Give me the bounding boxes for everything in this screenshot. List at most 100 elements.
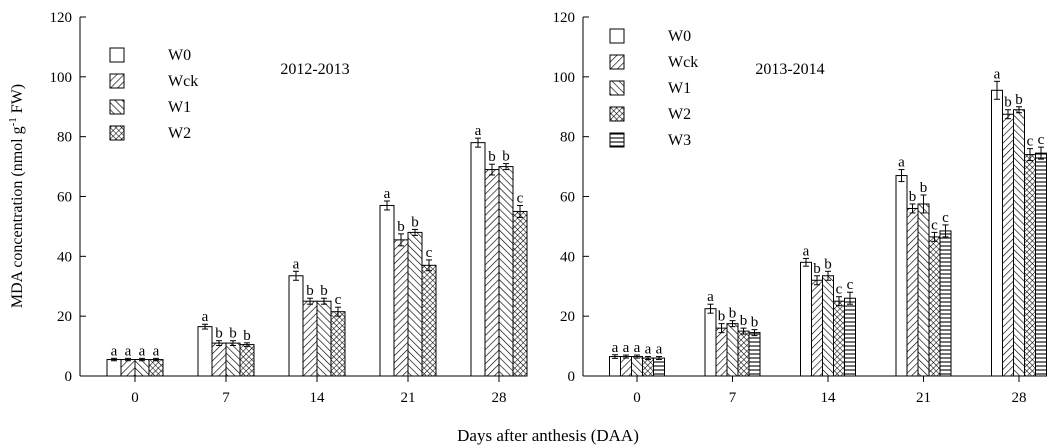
significance-letter: b <box>502 149 510 165</box>
significance-letter: c <box>942 210 949 226</box>
legend-label-W1: W1 <box>668 80 691 97</box>
significance-letter: c <box>1027 134 1034 150</box>
bar-W1-7 <box>225 342 241 377</box>
bar-W3-21 <box>939 230 952 377</box>
legend-label-W1: W1 <box>168 99 191 116</box>
bar-Wck-14 <box>302 300 318 377</box>
legend-swatch-W1 <box>109 99 125 115</box>
significance-letter: c <box>517 190 524 206</box>
legend-swatch-Wck <box>609 54 625 70</box>
significance-letter: c <box>1038 132 1045 148</box>
significance-letter: b <box>1015 92 1023 108</box>
y-tick-label: 120 <box>553 10 576 26</box>
bar-W0-28 <box>470 142 486 377</box>
y-tick-label: 100 <box>50 70 73 86</box>
bar-W1-28 <box>498 166 514 377</box>
bar-Wck-28 <box>1002 113 1014 377</box>
bar-W1-21 <box>407 231 423 377</box>
bar-W2-28 <box>512 210 528 377</box>
bar-W3-7 <box>748 332 761 377</box>
significance-letter: b <box>909 189 917 205</box>
bar-W1-14 <box>316 300 332 377</box>
legend-swatch-W0 <box>609 28 625 44</box>
x-tick-label: 21 <box>916 390 931 406</box>
significance-letter: b <box>920 180 928 196</box>
y-axis-label-tail: FW) <box>9 84 26 117</box>
bar-W3-14 <box>844 297 856 377</box>
x-tick-label: 28 <box>492 390 507 406</box>
bar-W2-14 <box>330 311 346 377</box>
x-tick-label: 14 <box>821 390 837 406</box>
bar-W2-14 <box>833 300 845 377</box>
significance-letter: b <box>306 283 314 299</box>
y-tick-label: 100 <box>553 70 576 86</box>
y-tick-label: 40 <box>57 249 72 265</box>
legend-swatch-W3 <box>609 132 625 148</box>
bar-W2-0 <box>148 359 164 377</box>
bar-W0-7 <box>197 326 213 377</box>
significance-letter: b <box>751 315 759 331</box>
panel-title: 2012-2013 <box>280 61 349 78</box>
bar-W0-14 <box>288 275 304 377</box>
legend-label-Wck: Wck <box>168 73 198 90</box>
x-tick-label: 7 <box>222 390 230 406</box>
legend-swatch-W2 <box>109 125 125 141</box>
bar-W2-0 <box>642 357 654 377</box>
bar-Wck-7 <box>211 342 227 377</box>
bar-W3-0 <box>653 357 665 377</box>
significance-letter: a <box>634 340 641 356</box>
significance-letter: a <box>898 155 905 171</box>
bar-Wck-28 <box>484 169 500 377</box>
bar-W3-28 <box>1035 152 1047 377</box>
bar-W0-14 <box>800 261 812 377</box>
bar-W0-7 <box>704 308 717 377</box>
significance-letter: a <box>707 289 714 305</box>
x-tick-label: 21 <box>401 390 416 406</box>
significance-letter: b <box>229 326 237 342</box>
legend-label-W2: W2 <box>168 125 191 142</box>
x-tick-label: 28 <box>1012 390 1027 406</box>
significance-letter: a <box>623 340 630 356</box>
y-tick-label: 80 <box>57 130 72 146</box>
legend-swatch-Wck <box>109 73 125 89</box>
significance-letter: c <box>931 217 938 233</box>
significance-letter: c <box>847 277 854 293</box>
bar-Wck-14 <box>811 279 823 377</box>
bar-W0-0 <box>609 356 621 377</box>
significance-letter: a <box>384 186 391 202</box>
bar-W1-0 <box>631 356 643 377</box>
significance-letter: a <box>994 66 1001 82</box>
y-axis-label-sup: -1 <box>7 117 19 126</box>
significance-letter: a <box>293 256 300 272</box>
y-tick-label: 60 <box>57 190 72 206</box>
legend-label-W2: W2 <box>668 106 691 123</box>
legend-swatch-W0 <box>109 47 125 63</box>
y-tick-label: 20 <box>57 309 72 325</box>
significance-letter: b <box>740 313 748 329</box>
bar-W0-21 <box>379 204 395 377</box>
significance-letter: b <box>824 256 832 272</box>
bar-W0-0 <box>106 359 122 377</box>
significance-letter: a <box>125 343 132 359</box>
bar-Wck-21 <box>393 239 409 377</box>
bar-W1-7 <box>726 323 739 377</box>
y-axis-label-main: MDA concentration (nmol g <box>9 126 26 308</box>
bar-Wck-7 <box>715 327 728 377</box>
x-tick-label: 14 <box>310 390 326 406</box>
significance-letter: c <box>426 245 433 261</box>
significance-letter: c <box>335 292 342 308</box>
bar-W1-28 <box>1013 109 1025 377</box>
bar-W2-7 <box>737 330 750 377</box>
legend-swatch-W2 <box>609 106 625 122</box>
bar-W2-21 <box>928 236 941 377</box>
x-tick-label: 7 <box>729 390 737 406</box>
y-tick-label: 20 <box>560 309 575 325</box>
legend-label-Wck: Wck <box>668 54 698 71</box>
bar-Wck-0 <box>120 359 136 377</box>
y-tick-label: 0 <box>568 369 576 385</box>
y-axis-label: MDA concentration (nmol g-1 FW) <box>7 84 26 308</box>
y-tick-label: 60 <box>560 190 575 206</box>
legend-swatch-W1 <box>609 80 625 96</box>
